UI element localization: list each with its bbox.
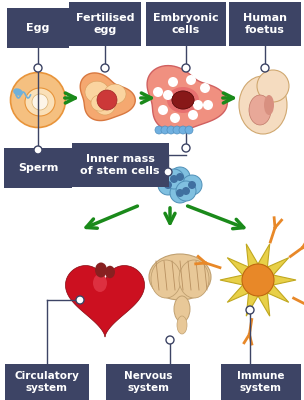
Circle shape (164, 169, 184, 189)
Ellipse shape (93, 274, 107, 292)
Polygon shape (65, 266, 144, 337)
Circle shape (170, 175, 178, 183)
Circle shape (176, 189, 184, 197)
Text: Circulatory
system: Circulatory system (15, 371, 79, 393)
Ellipse shape (151, 260, 181, 298)
Circle shape (173, 126, 181, 134)
Ellipse shape (177, 316, 187, 334)
Circle shape (170, 167, 190, 187)
Text: Nervous
system: Nervous system (124, 371, 172, 393)
Ellipse shape (95, 262, 107, 278)
Ellipse shape (91, 95, 109, 111)
FancyBboxPatch shape (5, 364, 89, 400)
Circle shape (170, 113, 180, 123)
FancyBboxPatch shape (229, 2, 301, 46)
Ellipse shape (105, 266, 115, 278)
Circle shape (193, 100, 203, 110)
Circle shape (101, 64, 109, 72)
Ellipse shape (167, 87, 199, 113)
Circle shape (186, 75, 196, 85)
Ellipse shape (172, 91, 194, 109)
Circle shape (153, 87, 163, 97)
Circle shape (76, 296, 84, 304)
Ellipse shape (239, 76, 287, 134)
Circle shape (34, 64, 42, 72)
Text: Inner mass
of stem cells: Inner mass of stem cells (80, 154, 160, 176)
Circle shape (188, 110, 198, 120)
Circle shape (182, 175, 202, 195)
Circle shape (203, 100, 213, 110)
Circle shape (178, 95, 188, 105)
Circle shape (168, 77, 178, 87)
Circle shape (179, 126, 187, 134)
Circle shape (246, 306, 254, 314)
Circle shape (158, 105, 168, 115)
Ellipse shape (179, 260, 209, 298)
Ellipse shape (25, 88, 55, 116)
Circle shape (182, 187, 190, 195)
FancyBboxPatch shape (71, 143, 168, 187)
Circle shape (158, 175, 178, 195)
Text: Embryonic
cells: Embryonic cells (153, 13, 219, 35)
Polygon shape (220, 244, 296, 316)
Circle shape (176, 173, 184, 181)
Ellipse shape (11, 72, 65, 128)
FancyBboxPatch shape (106, 364, 190, 400)
FancyBboxPatch shape (4, 148, 72, 188)
FancyBboxPatch shape (146, 2, 226, 46)
Ellipse shape (85, 81, 109, 103)
Ellipse shape (104, 84, 126, 104)
Circle shape (164, 168, 172, 176)
Circle shape (163, 90, 173, 100)
Ellipse shape (13, 88, 23, 96)
FancyBboxPatch shape (7, 8, 69, 48)
FancyBboxPatch shape (69, 2, 141, 46)
Ellipse shape (149, 254, 211, 300)
Circle shape (188, 181, 196, 189)
Circle shape (170, 183, 190, 203)
Circle shape (167, 126, 175, 134)
Circle shape (97, 90, 117, 110)
Circle shape (185, 126, 193, 134)
Circle shape (242, 264, 274, 296)
Circle shape (155, 126, 163, 134)
Ellipse shape (249, 95, 271, 125)
Ellipse shape (264, 95, 274, 115)
Text: Fertilised
egg: Fertilised egg (76, 13, 134, 35)
Circle shape (161, 126, 169, 134)
Circle shape (257, 70, 289, 102)
Text: Sperm: Sperm (18, 163, 58, 173)
Polygon shape (80, 73, 135, 120)
Text: Human
foetus: Human foetus (243, 13, 287, 35)
Text: Egg: Egg (26, 23, 50, 33)
Ellipse shape (172, 91, 194, 109)
Polygon shape (147, 66, 227, 131)
Ellipse shape (174, 296, 190, 322)
Circle shape (200, 83, 210, 93)
Circle shape (34, 146, 42, 154)
Ellipse shape (95, 97, 115, 115)
Circle shape (176, 181, 196, 201)
Circle shape (182, 144, 190, 152)
Circle shape (164, 181, 172, 189)
Circle shape (166, 336, 174, 344)
Circle shape (182, 64, 190, 72)
Circle shape (261, 64, 269, 72)
Circle shape (32, 94, 48, 110)
Text: Immune
system: Immune system (237, 371, 285, 393)
FancyBboxPatch shape (221, 364, 301, 400)
